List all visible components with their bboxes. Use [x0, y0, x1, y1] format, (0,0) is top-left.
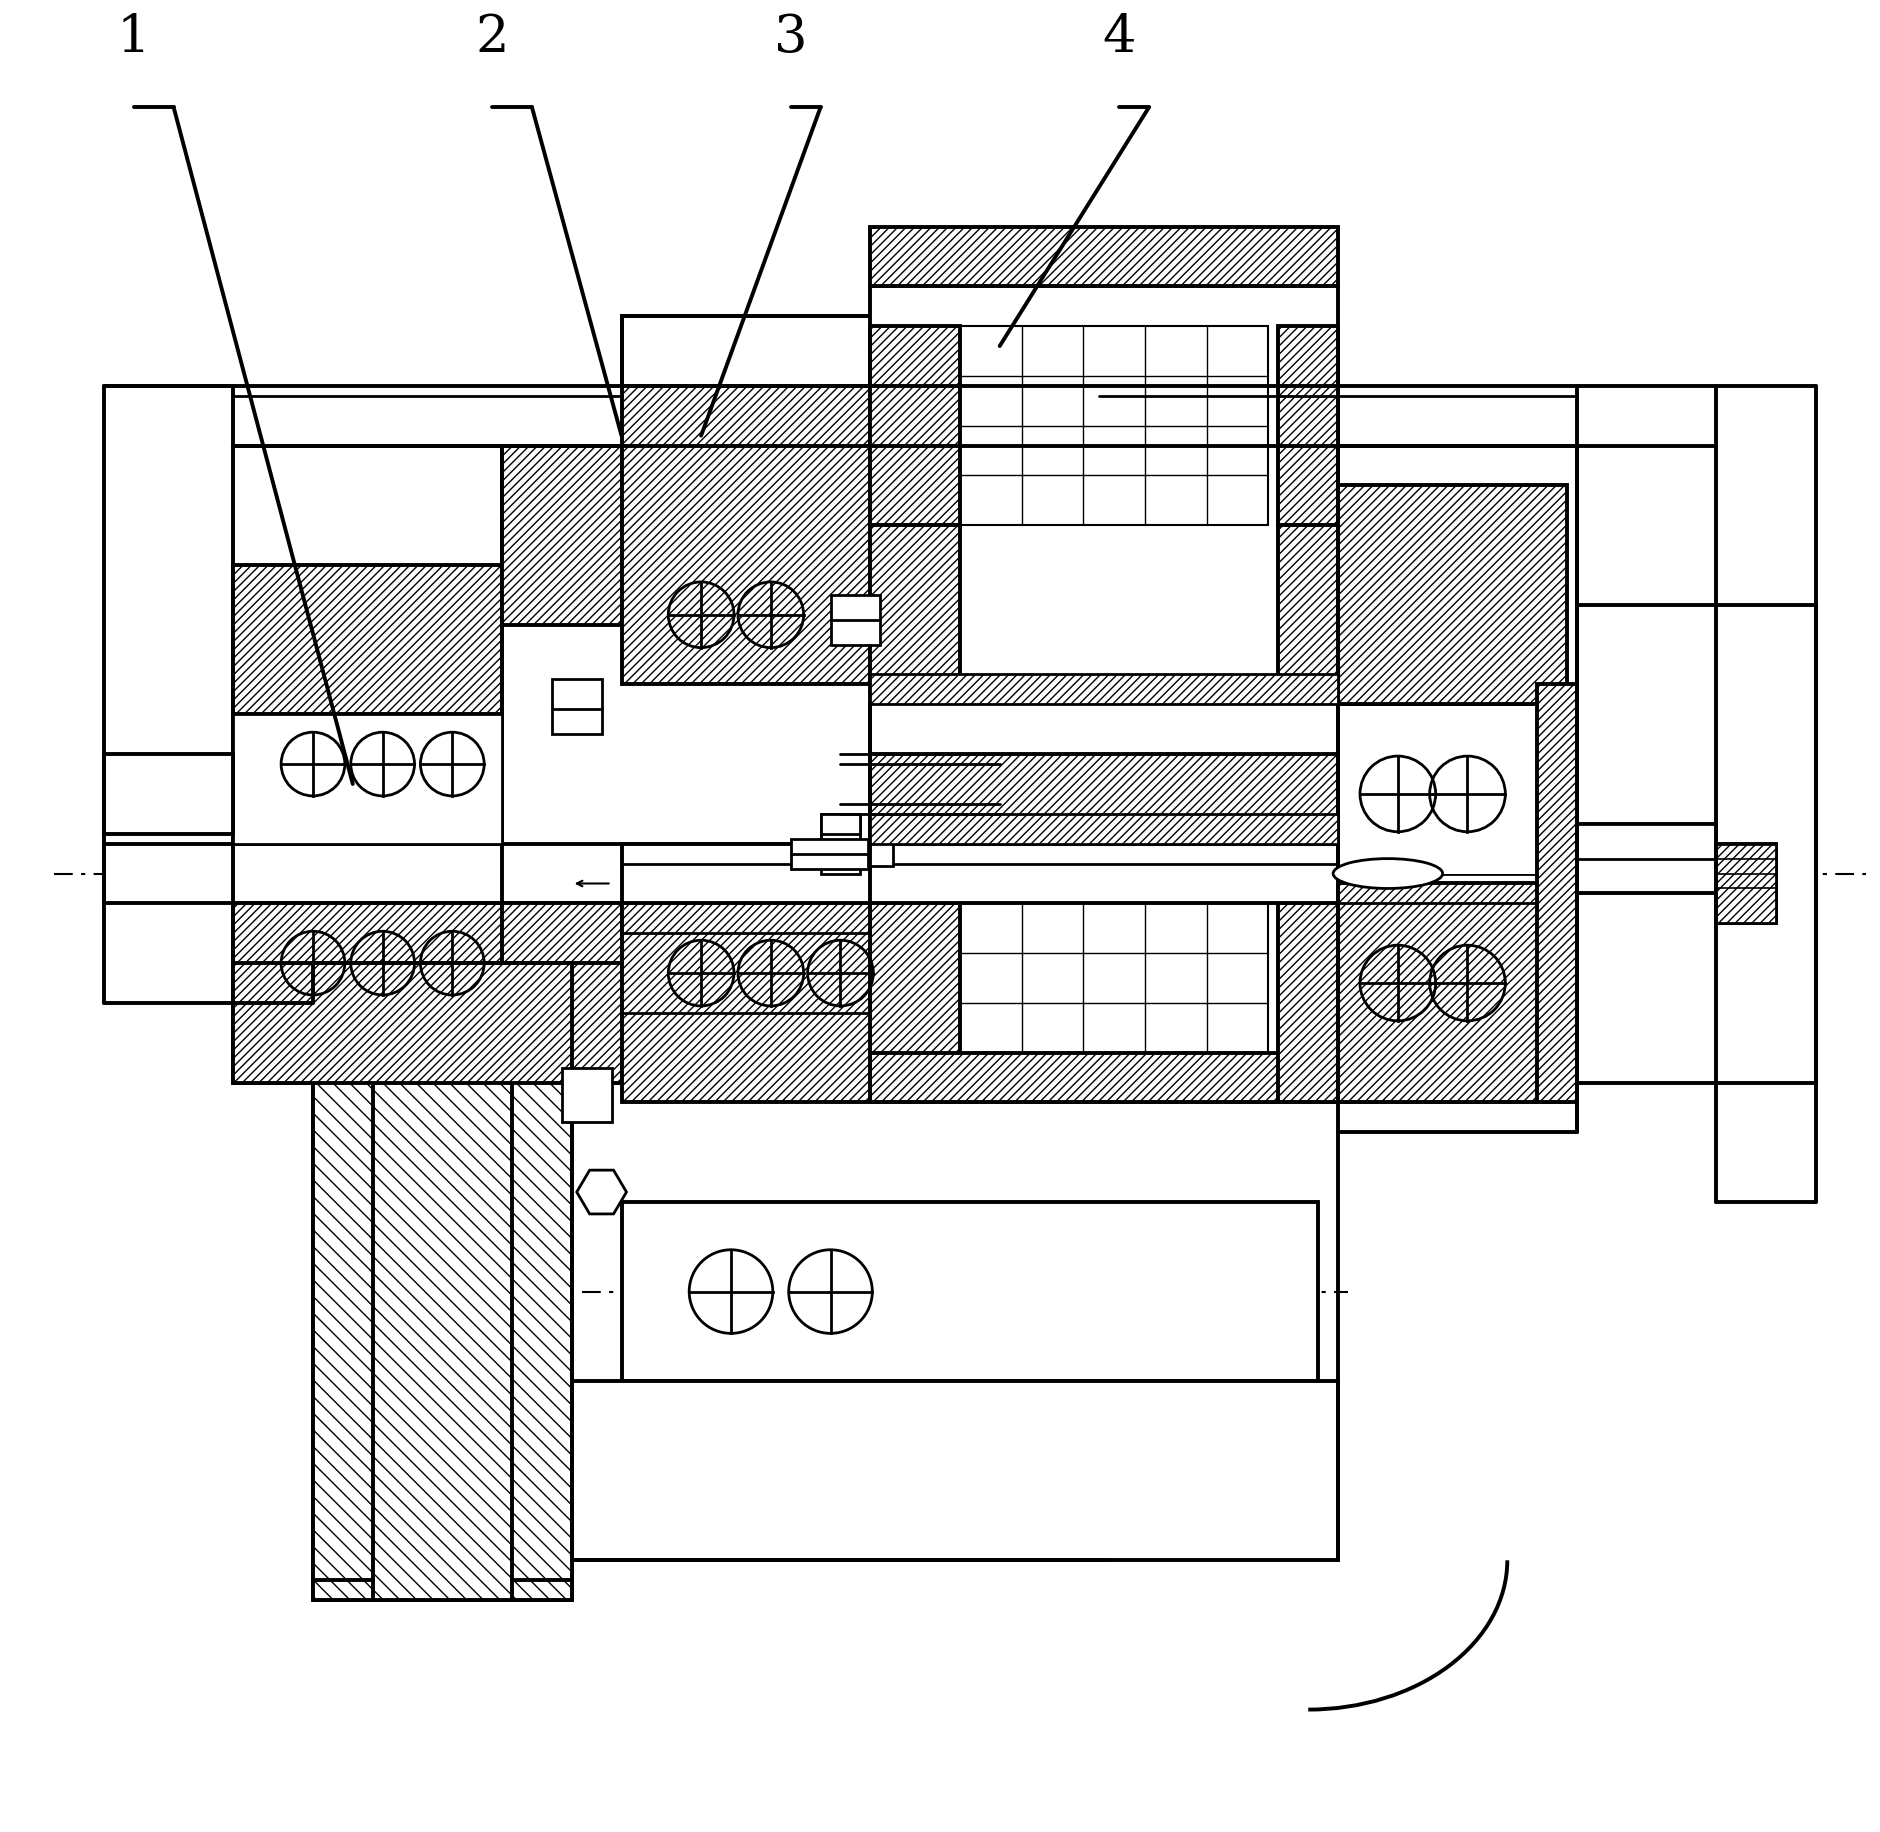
Bar	[1538, 685, 1577, 1103]
Bar	[233, 903, 502, 1083]
Polygon shape	[1716, 845, 1777, 923]
Bar	[869, 841, 893, 867]
Bar	[831, 595, 880, 645]
Bar	[870, 526, 961, 685]
Bar	[961, 326, 1269, 526]
Bar	[1577, 606, 1816, 1083]
Text: 1: 1	[117, 13, 150, 64]
Bar	[791, 839, 870, 868]
Bar	[553, 680, 602, 735]
Text: 2: 2	[476, 13, 509, 64]
Bar	[870, 903, 961, 1103]
Bar	[1568, 824, 1716, 859]
Bar	[1339, 485, 1568, 705]
Bar	[562, 1068, 611, 1123]
Bar	[870, 755, 1339, 845]
Polygon shape	[577, 1171, 626, 1215]
Bar	[103, 755, 233, 834]
Bar	[1339, 746, 1568, 874]
Bar	[572, 1381, 1339, 1561]
Polygon shape	[312, 1004, 572, 1599]
Bar	[622, 387, 870, 685]
Bar	[1278, 326, 1339, 526]
Bar	[622, 1202, 1318, 1381]
Bar	[870, 815, 1339, 845]
Bar	[103, 845, 1577, 903]
Bar	[1278, 903, 1339, 1103]
Bar	[233, 714, 502, 845]
Bar	[820, 815, 861, 874]
Bar	[820, 815, 861, 834]
Bar	[1568, 824, 1716, 894]
Bar	[1278, 526, 1339, 685]
Bar	[961, 854, 1269, 1053]
Text: 3: 3	[775, 13, 807, 64]
Bar	[870, 1053, 1339, 1103]
Bar	[622, 903, 870, 1103]
Bar	[622, 317, 1100, 387]
Text: 4: 4	[1102, 13, 1136, 64]
Bar	[622, 845, 1339, 903]
Bar	[233, 964, 622, 1083]
Bar	[870, 227, 1339, 288]
Bar	[870, 326, 961, 526]
Bar	[1716, 845, 1777, 923]
Bar	[1339, 885, 1568, 1103]
Bar	[502, 447, 622, 625]
Ellipse shape	[1333, 859, 1442, 889]
Bar	[870, 676, 1339, 705]
Bar	[502, 903, 622, 1083]
Bar	[870, 288, 1339, 1103]
Bar	[233, 566, 502, 845]
